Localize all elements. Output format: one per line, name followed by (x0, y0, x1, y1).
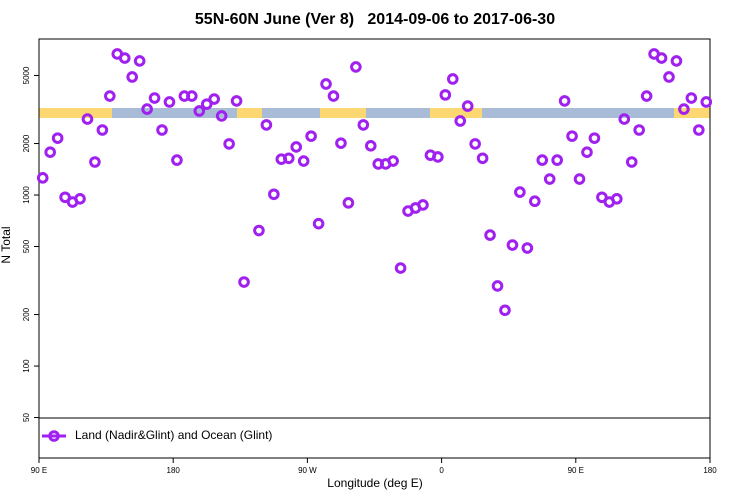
point (230, 95, 243, 107)
point (670, 55, 683, 67)
point (44, 146, 56, 158)
point (663, 71, 675, 83)
point (499, 304, 511, 317)
y-tick-label: 2000 (22, 134, 31, 152)
point (454, 115, 467, 127)
point (36, 172, 49, 184)
point (297, 155, 310, 167)
point (484, 229, 496, 241)
surface-band (39, 108, 710, 118)
point (282, 152, 295, 165)
point (678, 103, 690, 115)
point (446, 73, 459, 85)
point (81, 113, 94, 125)
point (439, 89, 452, 101)
point (335, 137, 347, 149)
point (171, 154, 183, 166)
point (156, 124, 168, 136)
x-tick-label: 0 (439, 466, 444, 475)
y-tick-label: 100 (22, 359, 31, 373)
point (193, 105, 206, 117)
point (290, 141, 303, 153)
point (208, 93, 221, 105)
point (543, 173, 556, 185)
y-tick-label: 50 (22, 413, 31, 422)
point (148, 92, 161, 104)
point (417, 199, 429, 211)
point (506, 239, 519, 251)
point (700, 96, 713, 108)
point (394, 262, 407, 274)
y-tick-label: 200 (22, 307, 31, 321)
x-tick-label: 180 (703, 466, 717, 475)
point (521, 242, 534, 254)
x-tick-label: 90 W (298, 466, 317, 475)
y-tick-label: 5000 (22, 66, 31, 84)
point (118, 52, 131, 64)
point (558, 95, 571, 107)
x-tick-label: 90 E (31, 466, 47, 475)
point (432, 151, 444, 163)
y-tick-label: 500 (22, 239, 31, 253)
point (215, 110, 228, 122)
point (89, 156, 101, 168)
point (260, 119, 273, 131)
point (611, 193, 623, 205)
x-axis-label: Longitude (deg E) (327, 476, 422, 490)
point (327, 90, 340, 102)
point (133, 55, 146, 67)
point (74, 193, 86, 205)
point (96, 124, 109, 136)
point (581, 146, 593, 158)
point (566, 130, 578, 142)
point (268, 188, 280, 201)
point (51, 132, 64, 144)
point (528, 195, 541, 208)
plot-frame (38, 38, 711, 459)
point (320, 78, 332, 90)
point (238, 276, 250, 288)
point (223, 138, 235, 150)
x-tick-label: 180 (167, 466, 181, 475)
point (104, 90, 116, 102)
point (305, 130, 317, 142)
point (469, 138, 481, 150)
point (625, 156, 638, 168)
point (573, 173, 586, 185)
point (461, 100, 474, 112)
point (685, 92, 698, 104)
point (387, 155, 399, 167)
x-tick-label: 90 E (568, 466, 584, 475)
point (312, 217, 325, 230)
point (357, 119, 370, 131)
point (141, 103, 153, 115)
point (126, 71, 138, 83)
legend-marker (48, 430, 60, 442)
point (200, 98, 213, 110)
point (186, 90, 198, 102)
point (551, 154, 563, 166)
point (633, 124, 645, 136)
point (342, 197, 355, 209)
point (491, 280, 504, 292)
point (514, 186, 526, 198)
y-tick-label: 1000 (22, 186, 31, 204)
point (350, 61, 362, 73)
point (655, 52, 668, 64)
point (693, 124, 705, 136)
point (618, 113, 631, 125)
y-axis-label: N Total (0, 226, 13, 263)
point (588, 132, 601, 144)
point (640, 90, 653, 102)
chart-title: 55N-60N June (Ver 8) 2014-09-06 to 2017-… (195, 11, 555, 28)
point (253, 224, 265, 237)
point (536, 154, 549, 166)
point (163, 96, 176, 108)
legend-label: Land (Nadir&Glint) and Ocean (Glint) (75, 428, 272, 442)
point (476, 152, 489, 165)
point (364, 139, 377, 152)
